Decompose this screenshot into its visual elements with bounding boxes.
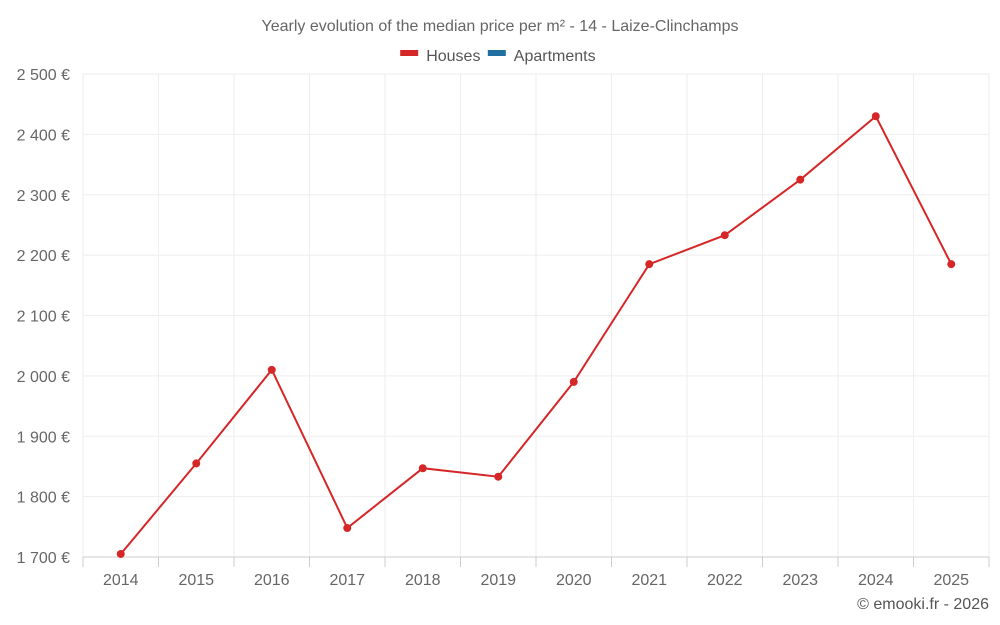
y-tick-label: 2 300 € — [17, 188, 70, 205]
legend-swatch-houses[interactable] — [400, 50, 419, 56]
credit-text: © emooki.fr - 2026 — [857, 596, 989, 613]
y-tick-label: 2 000 € — [17, 369, 70, 386]
x-tick-label: 2014 — [103, 572, 139, 589]
data-point[interactable] — [343, 524, 352, 533]
x-tick-label: 2018 — [405, 572, 441, 589]
data-point[interactable] — [192, 459, 201, 468]
legend: Houses Apartments — [400, 48, 596, 65]
data-point[interactable] — [720, 231, 729, 240]
data-point[interactable] — [569, 377, 578, 386]
y-tick-label: 1 900 € — [17, 429, 70, 446]
x-tick-label: 2016 — [254, 572, 290, 589]
legend-swatch-apartments[interactable] — [487, 50, 506, 56]
data-point[interactable] — [796, 175, 805, 184]
x-tick-label: 2024 — [858, 572, 894, 589]
series-layer — [116, 112, 956, 558]
x-tick-label: 2021 — [631, 572, 667, 589]
series-line-houses — [120, 114, 953, 555]
data-point[interactable] — [871, 112, 880, 121]
y-tick-label: 2 500 € — [17, 67, 70, 84]
data-point[interactable] — [947, 260, 956, 269]
x-tick-label: 2022 — [707, 572, 743, 589]
data-point[interactable] — [645, 260, 654, 269]
x-tick-label: 2023 — [782, 572, 818, 589]
x-tick-label: 2020 — [556, 572, 592, 589]
data-point[interactable] — [418, 464, 427, 473]
x-tick-label: 2017 — [329, 572, 365, 589]
y-tick-label: 2 200 € — [17, 248, 70, 265]
x-tick-label: 2015 — [178, 572, 214, 589]
y-tick-label: 2 100 € — [17, 309, 70, 326]
grid-lines — [82, 73, 990, 557]
y-axis: 1 700 € 1 800 € 1 900 € 2 000 € 2 100 € 2 200… — [17, 67, 70, 567]
y-tick-label: 1 700 € — [17, 550, 70, 567]
data-point[interactable] — [116, 549, 125, 558]
data-point[interactable] — [494, 472, 503, 481]
legend-label-houses[interactable]: Houses — [426, 48, 480, 65]
chart-title: Yearly evolution of the median price per… — [262, 18, 739, 35]
data-point[interactable] — [267, 365, 276, 374]
legend-label-apartments[interactable]: Apartments — [514, 48, 596, 65]
y-tick-label: 2 400 € — [17, 127, 70, 144]
x-tick-label: 2025 — [933, 572, 969, 589]
x-axis: 2014 2015 2016 2017 2018 2019 2020 2021 2022 2023… — [82, 556, 990, 589]
x-tick-label: 2019 — [480, 572, 516, 589]
y-tick-label: 1 800 € — [17, 490, 70, 507]
